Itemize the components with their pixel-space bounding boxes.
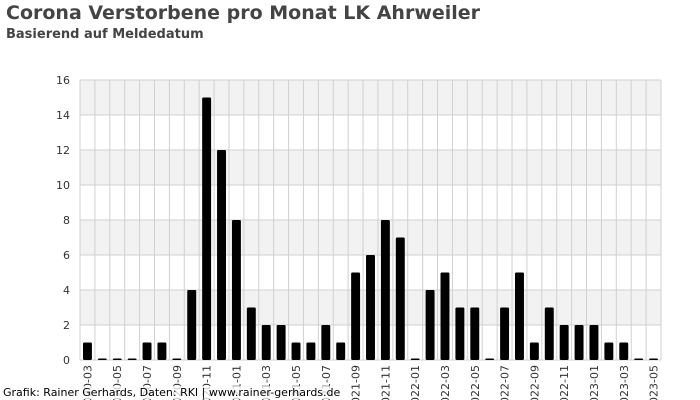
bar: [246, 307, 256, 360]
bar: [157, 342, 167, 360]
bar: [529, 342, 539, 360]
source-credit: Grafik: Rainer Gerhards, Daten: RKI | ww…: [3, 386, 341, 399]
y-tick-label: 0: [63, 354, 70, 367]
bar: [187, 290, 197, 360]
bar: [559, 325, 569, 360]
bar: [231, 220, 241, 360]
y-tick-label: 4: [63, 284, 70, 297]
bar: [380, 220, 390, 360]
bar: [351, 272, 361, 360]
bar: [291, 342, 301, 360]
x-tick-label: 2022-01: [409, 365, 422, 400]
bar: [276, 325, 286, 360]
gridlines: [79, 79, 662, 361]
x-tick-label: 2023-05: [648, 365, 661, 400]
bar: [127, 358, 137, 360]
bar: [544, 307, 554, 360]
bar: [261, 325, 271, 360]
y-axis-ticks: 0 2 4 6 8 10 12 14 16: [56, 74, 70, 367]
bar: [321, 325, 331, 360]
y-tick-label: 16: [56, 74, 70, 87]
x-tick-label: 2022-11: [558, 365, 571, 400]
y-tick-label: 8: [63, 214, 70, 227]
bar: [395, 237, 405, 360]
bar: [455, 307, 465, 360]
bar: [202, 97, 212, 360]
bar: [172, 358, 182, 360]
bar: [485, 358, 495, 360]
bar: [515, 272, 524, 360]
bar: [82, 342, 92, 360]
bar: [649, 358, 659, 360]
bar: [634, 358, 644, 360]
y-tick-label: 12: [56, 144, 70, 157]
chart-title: Corona Verstorbene pro Monat LK Ahrweile…: [6, 2, 481, 24]
x-tick-label: 2022-03: [439, 365, 452, 400]
bar: [425, 290, 435, 360]
x-tick-label: 2023-01: [588, 365, 601, 400]
y-tick-label: 6: [63, 249, 70, 262]
bar: [97, 358, 107, 360]
y-tick-label: 2: [63, 319, 70, 332]
bar: [574, 325, 584, 360]
bar: [142, 342, 152, 360]
bar: [217, 150, 226, 360]
chart-subtitle: Basierend auf Meldedatum: [6, 27, 204, 42]
x-tick-label: 2022-07: [499, 365, 512, 400]
bars: [82, 97, 659, 360]
bar: [470, 307, 480, 360]
x-tick-label: 2021-11: [379, 365, 392, 400]
bar: [619, 342, 629, 360]
y-tick-label: 14: [56, 109, 70, 122]
plot-band: [80, 220, 661, 255]
y-tick-label: 10: [56, 179, 70, 192]
bar: [589, 325, 599, 360]
bar: [440, 272, 450, 360]
plot-band: [80, 115, 661, 150]
plot-band: [80, 150, 661, 185]
bar: [306, 342, 316, 360]
bar: [604, 342, 614, 360]
x-tick-label: 2023-03: [618, 365, 631, 400]
bar: [410, 358, 420, 360]
bar: [500, 307, 510, 360]
bar: [366, 255, 375, 360]
x-tick-label: 2022-05: [469, 365, 482, 400]
plot-band: [80, 80, 661, 115]
x-tick-label: 2021-09: [350, 365, 363, 400]
plot-background-bands: [80, 80, 661, 360]
bar: [112, 358, 122, 360]
x-tick-label: 2022-09: [528, 365, 541, 400]
plot-band: [80, 185, 661, 220]
bar: [336, 342, 346, 360]
